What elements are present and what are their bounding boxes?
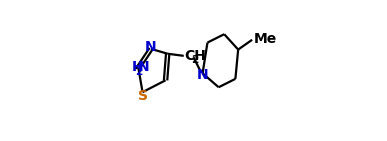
Text: S: S	[138, 89, 148, 103]
Text: N: N	[144, 40, 156, 54]
Text: 2: 2	[191, 55, 198, 65]
Text: CH: CH	[185, 49, 206, 63]
Text: N: N	[138, 60, 149, 74]
Text: 2: 2	[135, 67, 143, 77]
Text: Me: Me	[254, 32, 277, 46]
Text: N: N	[197, 68, 209, 82]
Text: H: H	[132, 60, 144, 74]
